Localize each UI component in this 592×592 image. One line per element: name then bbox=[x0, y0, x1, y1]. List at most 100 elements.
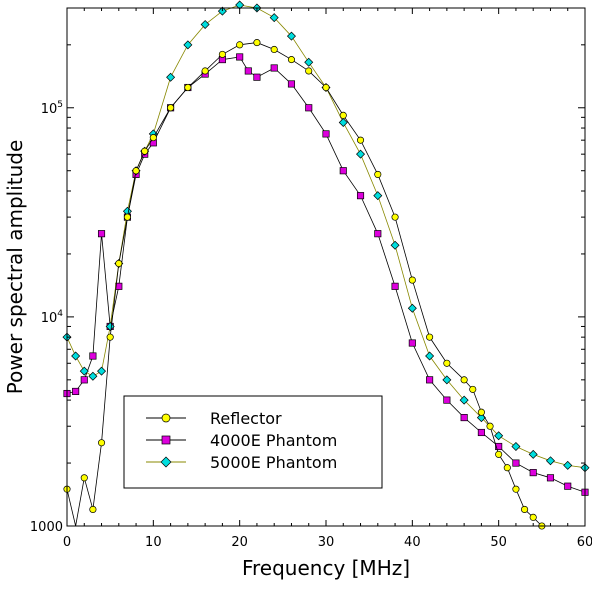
data-point bbox=[286, 31, 296, 41]
data-point bbox=[495, 450, 503, 458]
data-point bbox=[338, 118, 348, 128]
data-point bbox=[106, 333, 114, 341]
data-point bbox=[512, 459, 520, 467]
legend-marker bbox=[161, 413, 171, 423]
data-point bbox=[529, 469, 537, 477]
y-tick-label: 104 bbox=[41, 309, 64, 326]
data-point bbox=[115, 259, 123, 268]
legend-entry: 5000E Phantom bbox=[146, 453, 337, 472]
data-point bbox=[391, 213, 399, 221]
data-point bbox=[244, 67, 252, 75]
data-point bbox=[443, 396, 451, 404]
series-5000e-phantom bbox=[62, 0, 590, 473]
data-point bbox=[477, 408, 485, 416]
y-tick-exponent: 5 bbox=[57, 100, 63, 110]
data-point bbox=[270, 45, 278, 54]
data-point bbox=[407, 303, 417, 313]
data-point bbox=[443, 359, 451, 367]
data-point bbox=[391, 282, 399, 290]
legend-label: 5000E Phantom bbox=[210, 453, 337, 472]
x-tick-label: 50 bbox=[490, 535, 507, 550]
data-point bbox=[79, 366, 89, 376]
data-point bbox=[71, 351, 81, 361]
data-point bbox=[218, 50, 226, 58]
data-point bbox=[97, 230, 106, 238]
data-point bbox=[459, 395, 469, 405]
data-point bbox=[97, 439, 106, 447]
y-tick-label: 105 bbox=[41, 100, 63, 117]
data-point bbox=[469, 385, 477, 393]
x-tick-label: 0 bbox=[63, 535, 71, 550]
data-point bbox=[408, 339, 416, 347]
data-point bbox=[97, 366, 107, 376]
legend-marker bbox=[160, 456, 172, 468]
data-point bbox=[390, 240, 400, 250]
data-point bbox=[545, 456, 555, 466]
data-point bbox=[183, 40, 193, 50]
data-point bbox=[217, 6, 227, 16]
data-point bbox=[425, 351, 435, 361]
data-point bbox=[270, 64, 278, 72]
data-point bbox=[269, 13, 279, 23]
data-point bbox=[72, 387, 80, 395]
x-tick-label: 60 bbox=[577, 535, 592, 550]
data-point bbox=[408, 276, 416, 284]
x-axis-label: Frequency [MHz] bbox=[242, 556, 410, 580]
data-point bbox=[89, 505, 97, 513]
data-point bbox=[546, 474, 555, 482]
data-point bbox=[89, 352, 97, 360]
data-point bbox=[105, 321, 115, 331]
data-point bbox=[373, 191, 383, 201]
data-point bbox=[339, 167, 347, 175]
series-layer bbox=[62, 0, 590, 530]
data-point bbox=[166, 72, 176, 82]
legend-entry: Reflector bbox=[146, 409, 282, 428]
data-point bbox=[356, 192, 365, 200]
data-point bbox=[141, 147, 149, 155]
data-point bbox=[123, 213, 131, 221]
x-tick-label: 40 bbox=[404, 535, 421, 550]
legend-label: 4000E Phantom bbox=[210, 431, 337, 450]
data-point bbox=[494, 431, 504, 441]
data-point bbox=[563, 460, 573, 470]
data-point bbox=[305, 104, 313, 112]
data-point bbox=[486, 422, 494, 430]
data-point bbox=[200, 20, 210, 30]
data-point bbox=[528, 449, 538, 459]
data-point bbox=[88, 371, 98, 381]
data-point bbox=[512, 485, 520, 493]
data-point bbox=[503, 464, 511, 472]
data-point bbox=[426, 376, 434, 384]
data-point bbox=[236, 41, 244, 49]
data-point bbox=[253, 39, 261, 47]
data-point bbox=[426, 333, 434, 341]
data-point bbox=[460, 414, 468, 422]
legend-marker bbox=[161, 435, 171, 445]
data-point bbox=[80, 376, 88, 384]
data-point bbox=[305, 67, 313, 75]
x-tick-label: 10 bbox=[145, 535, 162, 550]
data-point bbox=[322, 130, 330, 138]
data-point bbox=[184, 83, 192, 92]
data-point bbox=[80, 474, 88, 482]
y-axis-label: Power spectral amplitude bbox=[3, 140, 27, 395]
data-point bbox=[374, 170, 382, 178]
data-point bbox=[236, 53, 244, 61]
data-point bbox=[132, 167, 140, 175]
y-tick-label: 1000 bbox=[30, 520, 63, 535]
data-point bbox=[167, 104, 175, 112]
data-point bbox=[287, 80, 296, 88]
data-point bbox=[149, 134, 157, 142]
data-point bbox=[253, 73, 261, 81]
data-point bbox=[356, 136, 365, 144]
data-point bbox=[201, 67, 209, 75]
x-tick-label: 20 bbox=[231, 535, 248, 550]
data-point bbox=[287, 56, 296, 64]
data-point bbox=[477, 428, 485, 437]
legend: Reflector 4000E Phantom 5000E Phantom bbox=[123, 395, 383, 489]
data-point bbox=[521, 505, 529, 513]
data-point bbox=[511, 441, 521, 451]
legend-label: Reflector bbox=[210, 409, 282, 428]
data-point bbox=[442, 375, 452, 385]
data-point bbox=[304, 57, 314, 67]
